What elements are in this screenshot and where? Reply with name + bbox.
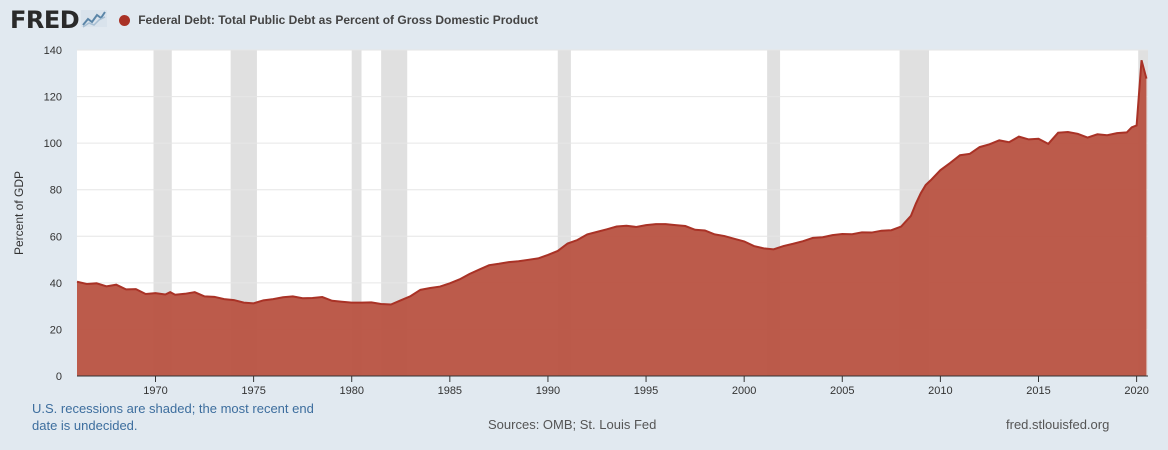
series-area-fill [77, 60, 1147, 376]
x-tick-label: 2005 [830, 385, 854, 397]
x-tick-label: 1975 [241, 385, 265, 397]
legend: Federal Debt: Total Public Debt as Perce… [119, 13, 538, 27]
x-tick-label: 1990 [536, 385, 560, 397]
series-area[interactable] [76, 59, 1148, 376]
logo-text: FRED [10, 6, 80, 34]
sources-text: Sources: OMB; St. Louis Fed [488, 417, 657, 432]
y-axis-label: Percent of GDP [12, 171, 26, 255]
x-tick-label: 2010 [928, 385, 952, 397]
x-tick-label: 1985 [438, 385, 462, 397]
y-tick-label: 120 [44, 92, 62, 104]
y-tick-label: 80 [50, 185, 62, 197]
y-tick-label: 60 [50, 231, 62, 243]
y-tick-label: 140 [44, 45, 62, 57]
x-tick-label: 2015 [1026, 385, 1050, 397]
series-line[interactable] [76, 59, 1148, 306]
x-tick-label: 2000 [732, 385, 756, 397]
x-axis: 1970 1975 1980 1985 1990 1995 2000 2005 2010 2015… [77, 375, 1149, 397]
recession-band [351, 50, 362, 376]
recession-note: U.S. recessions are shaded; the most rec… [32, 401, 314, 433]
x-tick-label: 1980 [339, 385, 363, 397]
series-title[interactable]: Federal Debt: Total Public Debt as Perce… [138, 13, 539, 27]
y-tick-label: 100 [44, 138, 62, 150]
x-tick-label: 2020 [1124, 385, 1148, 397]
x-tick-label: 1995 [634, 385, 658, 397]
fred-logo[interactable]: FRED [10, 6, 108, 34]
x-tick-label: 1970 [143, 385, 167, 397]
y-tick-label: 0 [56, 371, 62, 383]
legend-marker [119, 14, 131, 26]
site-link[interactable]: fred.stlouisfed.org [1006, 417, 1110, 432]
line-chart-icon [81, 6, 108, 34]
header: FRED Federal Debt: Total Public Debt as … [10, 6, 538, 34]
y-tick-label: 40 [50, 278, 62, 290]
y-tick-label: 20 [50, 324, 62, 336]
y-axis: 0 20 40 60 80 100 120 140 [44, 45, 62, 383]
